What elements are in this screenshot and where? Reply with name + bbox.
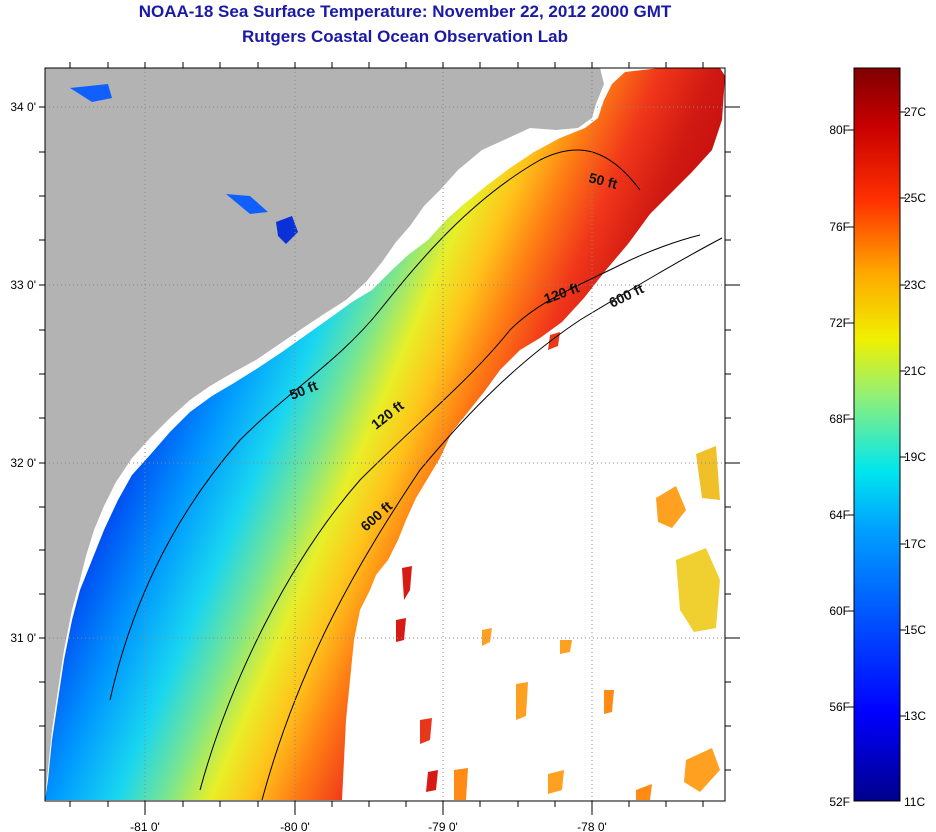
lake-3 [226, 194, 268, 214]
map-frame [44, 67, 726, 802]
colorbar-f-64: 64F [829, 508, 850, 522]
sst-swath [45, 68, 725, 800]
colorbar-c-15: 15C [904, 623, 926, 637]
colorbar-ticks [848, 111, 906, 717]
chart-subtitle: Rutgers Coastal Ocean Observation Lab [242, 27, 568, 46]
lat-label-32: 32 0' [10, 456, 36, 470]
colorbar-f-72: 72F [829, 316, 850, 330]
colorbar-f-60: 60F [829, 604, 850, 618]
lat-label-33: 33 0' [10, 278, 36, 292]
graticule [45, 68, 725, 801]
lon-label-80: -80 0' [280, 820, 310, 832]
lon-label-78: -78 0' [577, 820, 607, 832]
colorbar-f-52: 52F [829, 795, 850, 809]
colorbar-f-76: 76F [829, 220, 850, 234]
land-mass [45, 68, 604, 800]
lon-label-79: -79 0' [428, 820, 458, 832]
colorbar-c-27: 27C [904, 105, 926, 119]
lat-label-31: 31 0' [10, 631, 36, 645]
lat-label-34: 34 0' [10, 100, 36, 114]
colorbar-c-19: 19C [904, 450, 926, 464]
contour-label-50ft-north: 50 ft [587, 169, 619, 192]
colorbar-c-17: 17C [904, 537, 926, 551]
map-area: 50 ft 50 ft 120 ft 120 ft 600 ft 600 ft [45, 68, 725, 801]
colorbar-c-21: 21C [904, 364, 926, 378]
colorbar-c-11: 11C [904, 795, 925, 809]
colorbar-c-25: 25C [904, 191, 926, 205]
colorbar-f-68: 68F [829, 412, 850, 426]
colorbar-f-56: 56F [829, 700, 850, 714]
isobaths [109, 149, 723, 801]
offshore-patches [396, 332, 720, 800]
axis-ticks [39, 62, 740, 815]
lake-1 [70, 84, 112, 102]
colorbar-c-23: 23C [904, 278, 926, 292]
colorbar-c-13: 13C [904, 709, 926, 723]
lake-2 [276, 216, 298, 244]
chart-title: NOAA-18 Sea Surface Temperature: Novembe… [138, 2, 672, 21]
colorbar [853, 67, 901, 802]
lon-label-81: -81 0' [130, 820, 160, 832]
colorbar-f-80: 80F [829, 123, 850, 137]
